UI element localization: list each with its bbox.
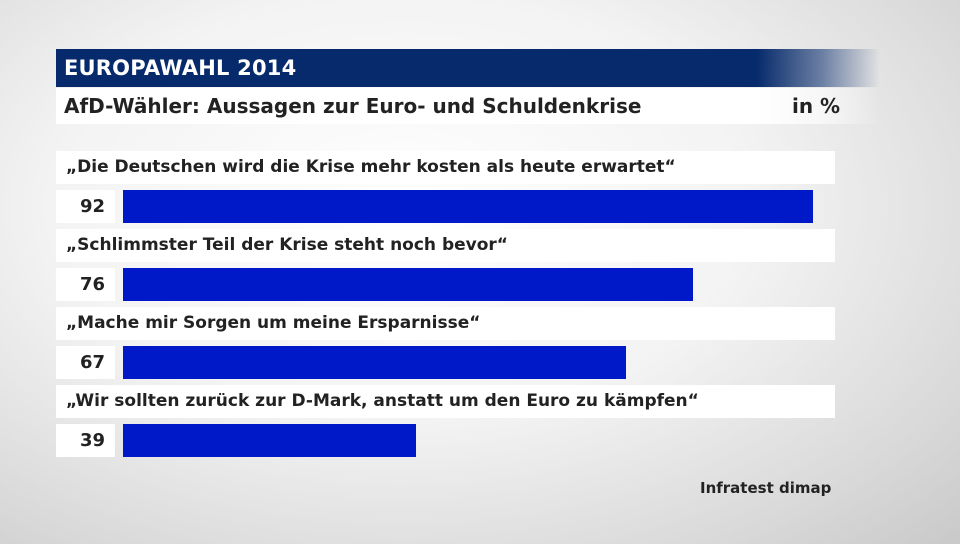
bar [123, 346, 626, 379]
category-label: „Mache mir Sorgen um meine Ersparnisse“ [66, 313, 481, 333]
value-label-box: 39 [56, 424, 115, 457]
category-label: „Schlimmster Teil der Krise steht noch b… [66, 235, 508, 255]
chart-subtitle: AfD-Wähler: Aussagen zur Euro- und Schul… [64, 94, 642, 118]
value-label-box: 92 [56, 190, 115, 223]
unit-label: in % [792, 94, 841, 118]
value-label: 92 [79, 196, 105, 217]
category-label: „Die Deutschen wird die Krise mehr koste… [66, 157, 676, 177]
category-label-box: „Schlimmster Teil der Krise steht noch b… [56, 229, 835, 262]
value-label-box: 67 [56, 346, 115, 379]
category-label: „Wir sollten zurück zur D-Mark, anstatt … [66, 391, 699, 411]
bar [123, 268, 693, 301]
value-label: 76 [79, 274, 105, 295]
subtitle-bar [56, 88, 880, 124]
header-bar [56, 49, 880, 87]
page-title: EUROPAWAHL 2014 [64, 56, 297, 80]
value-label: 39 [79, 430, 105, 451]
value-label: 67 [79, 352, 105, 373]
bar [123, 424, 416, 457]
category-label-box: „Die Deutschen wird die Krise mehr koste… [56, 151, 835, 184]
category-label-box: „Wir sollten zurück zur D-Mark, anstatt … [56, 385, 835, 418]
source-label: Infratest dimap [700, 479, 832, 497]
category-label-box: „Mache mir Sorgen um meine Ersparnisse“ [56, 307, 835, 340]
bar [123, 190, 813, 223]
value-label-box: 76 [56, 268, 115, 301]
